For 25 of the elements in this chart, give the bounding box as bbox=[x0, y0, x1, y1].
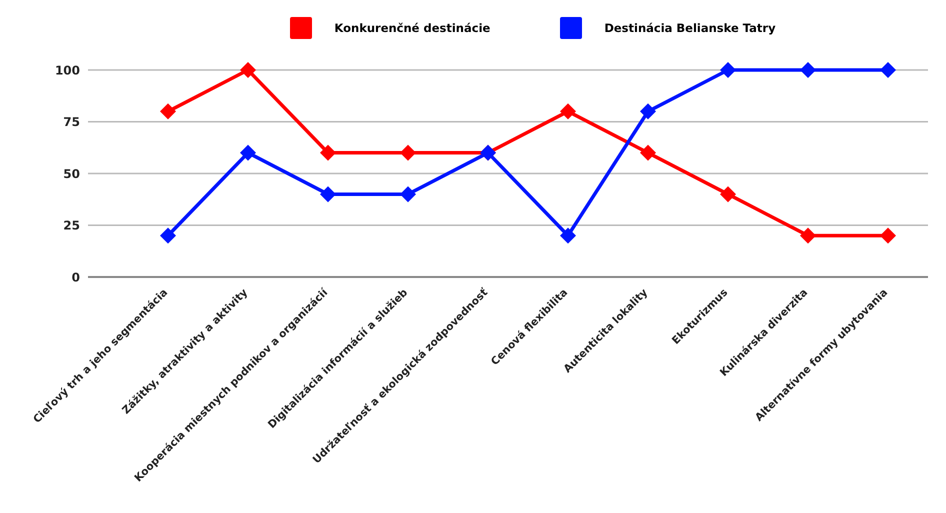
point bbox=[560, 103, 576, 120]
point bbox=[800, 228, 816, 244]
y-tick-label: 50 bbox=[63, 166, 80, 181]
point bbox=[320, 144, 336, 161]
point bbox=[560, 228, 576, 244]
point bbox=[240, 144, 256, 161]
y-tick-label: 75 bbox=[63, 115, 80, 130]
legend-label: Konkurenčné destinácie bbox=[334, 21, 490, 35]
point bbox=[400, 186, 416, 202]
point bbox=[400, 144, 416, 161]
point bbox=[640, 144, 656, 161]
point bbox=[880, 228, 896, 244]
point bbox=[320, 186, 336, 202]
legend-label: Destinácia Belianske Tatry bbox=[604, 21, 776, 35]
point bbox=[720, 186, 736, 202]
point bbox=[640, 103, 656, 120]
point bbox=[240, 62, 256, 78]
point bbox=[880, 62, 896, 78]
y-tick-label: 25 bbox=[63, 218, 80, 233]
point bbox=[160, 103, 176, 120]
y-tick-label: 0 bbox=[72, 270, 80, 284]
point bbox=[800, 62, 816, 78]
point bbox=[160, 228, 176, 244]
y-tick-label: 100 bbox=[54, 63, 80, 78]
point bbox=[720, 62, 736, 78]
